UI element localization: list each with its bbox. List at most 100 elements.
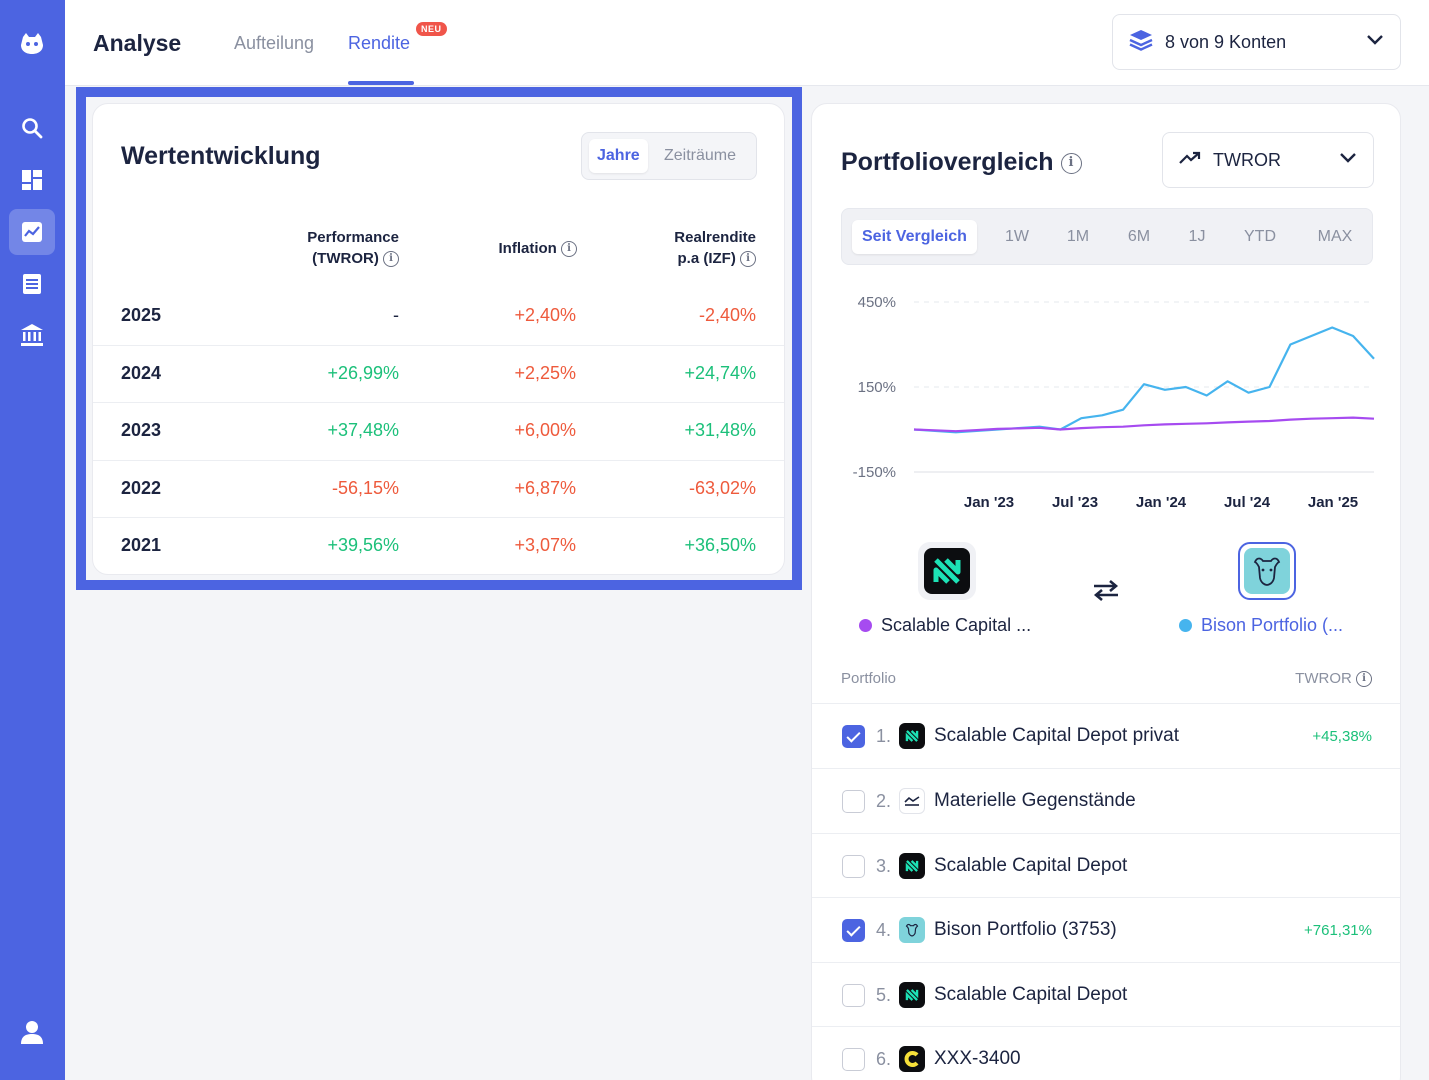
col-header-realrendite: Realrendite p.a (IZF) i: [613, 227, 756, 269]
col-header-performance-line1: Performance: [307, 229, 399, 246]
tab-rendite[interactable]: Rendite: [348, 33, 411, 53]
performance-cell: +37,48%: [327, 420, 399, 440]
segment-zeitraeume[interactable]: Zeiträume: [664, 147, 737, 164]
account-selector[interactable]: 8 von 9 Konten: [1112, 14, 1401, 70]
compare-a-logo[interactable]: [918, 542, 976, 600]
rank-number: 5.: [876, 984, 892, 1005]
real-cell: +36,50%: [684, 535, 756, 555]
portfoliovergleich-title-text: Portfoliovergleich: [841, 148, 1054, 176]
bank-icon[interactable]: [9, 312, 55, 358]
list-header-twror-label: TWROR: [1295, 670, 1352, 687]
info-icon[interactable]: i: [1356, 671, 1372, 688]
rank-number: 6.: [876, 1048, 892, 1069]
real-cell: -63,02%: [688, 478, 756, 498]
list-item[interactable]: 1. Scalable Capital Depot privat +45,38%: [812, 703, 1400, 768]
active-tab-indicator: [348, 81, 414, 85]
info-icon[interactable]: i: [383, 251, 399, 268]
col-header-real-line1: Realrendite: [674, 229, 756, 246]
y-tick-label: -150%: [853, 464, 896, 481]
real-cell: +31,48%: [684, 420, 756, 440]
year-cell: 2021: [121, 535, 162, 555]
table-row: 2021 +39,56% +3,07% +36,50%: [93, 517, 784, 574]
segment-jahre[interactable]: Jahre: [589, 139, 648, 173]
chart-icon[interactable]: [9, 209, 55, 255]
account-name: Scalable Capital Depot: [934, 855, 1128, 876]
y-tick-label: 450%: [858, 294, 896, 311]
materials-chart-icon: [899, 788, 925, 814]
performance-cell: +26,99%: [327, 363, 399, 383]
inflation-cell: +2,25%: [514, 363, 576, 383]
rank-number: 1.: [876, 725, 892, 746]
list-item[interactable]: 6. XXX-3400: [812, 1026, 1400, 1080]
performance-cell: -: [393, 305, 399, 325]
rank-number: 2.: [876, 790, 892, 811]
info-icon[interactable]: i: [740, 251, 756, 268]
range-1j[interactable]: 1J: [1188, 228, 1206, 245]
year-cell: 2023: [121, 420, 162, 440]
search-icon[interactable]: [9, 105, 55, 151]
x-tick-label: Jan '25: [1308, 494, 1358, 511]
account-name: XXX-3400: [934, 1048, 1021, 1069]
page-title: Analyse: [93, 30, 182, 56]
scalable-logo-icon: [899, 723, 925, 749]
portfoliovergleich-card: Portfoliovergleich i TWROR Seit Vergleic…: [811, 103, 1401, 1080]
rank-number: 4.: [876, 919, 892, 940]
real-cell: +24,74%: [684, 363, 756, 383]
range-6m[interactable]: 6M: [1127, 228, 1151, 245]
year-cell: 2024: [121, 363, 162, 383]
col-header-inflation-label: Inflation: [498, 240, 557, 257]
checkbox[interactable]: [842, 983, 865, 1007]
metric-selector[interactable]: TWROR: [1162, 132, 1374, 188]
swap-arrows-icon[interactable]: [1091, 578, 1121, 607]
info-icon[interactable]: i: [1060, 152, 1082, 174]
list-header-twror: TWROR i: [1295, 670, 1372, 688]
range-seit-vergleich[interactable]: Seit Vergleich: [852, 220, 977, 254]
c-logo-icon: [899, 1046, 925, 1072]
compare-b-legend: Bison Portfolio (...: [1179, 615, 1343, 636]
inflation-cell: +6,00%: [514, 420, 576, 440]
user-icon[interactable]: [9, 1009, 55, 1055]
metric-selector-label: TWROR: [1213, 149, 1281, 170]
x-tick-label: Jul '24: [1224, 494, 1271, 511]
range-1w[interactable]: 1W: [1005, 228, 1029, 245]
app-logo-icon[interactable]: [9, 20, 55, 66]
list-item[interactable]: 5. Scalable Capital Depot: [812, 962, 1400, 1027]
range-1m[interactable]: 1M: [1066, 228, 1090, 245]
list-item[interactable]: 3. Scalable Capital Depot: [812, 833, 1400, 898]
table-row: 2024 +26,99% +2,25% +24,74%: [93, 345, 784, 402]
account-name: Materielle Gegenstände: [934, 790, 1136, 811]
account-name: Scalable Capital Depot: [934, 984, 1128, 1005]
checkbox[interactable]: [842, 918, 865, 942]
dashboard-icon[interactable]: [9, 157, 55, 203]
scalable-logo-icon: [899, 982, 925, 1008]
x-tick-label: Jul '23: [1052, 494, 1098, 511]
checkbox[interactable]: [842, 724, 865, 748]
col-header-performance-line2: (TWROR): [312, 250, 379, 267]
series-line: [913, 416, 1375, 433]
y-tick-label: 150%: [858, 379, 896, 396]
list-item[interactable]: 2. Materielle Gegenstände: [812, 768, 1400, 833]
rank-number: 3.: [876, 855, 892, 876]
table-row: 2022 -56,15% +6,87% -63,02%: [93, 460, 784, 517]
account-twror: +45,38%: [1312, 727, 1372, 745]
checkbox[interactable]: [842, 1047, 865, 1071]
compare-b-logo[interactable]: [1238, 542, 1296, 600]
year-cell: 2022: [121, 478, 162, 498]
trend-up-icon: [1179, 151, 1201, 170]
checkbox[interactable]: [842, 789, 865, 813]
checkbox[interactable]: [842, 854, 865, 878]
account-selector-label: 8 von 9 Konten: [1165, 31, 1287, 52]
list-header-portfolio: Portfolio: [841, 670, 897, 687]
range-ytd[interactable]: YTD: [1244, 228, 1276, 245]
bison-logo-icon: [899, 917, 925, 943]
range-max[interactable]: MAX: [1317, 228, 1353, 245]
sidebar: [0, 0, 65, 1080]
range-selector: Seit Vergleich 1W 1M 6M 1J YTD MAX: [841, 208, 1373, 265]
x-tick-label: Jan '24: [1136, 494, 1187, 511]
info-icon[interactable]: i: [561, 241, 577, 258]
layers-icon: [1129, 29, 1153, 56]
tab-aufteilung[interactable]: Aufteilung: [234, 33, 315, 53]
account-name: Scalable Capital Depot privat: [934, 725, 1180, 746]
list-item[interactable]: 4. Bison Portfolio (3753) +761,31%: [812, 897, 1400, 962]
list-icon[interactable]: [9, 261, 55, 307]
